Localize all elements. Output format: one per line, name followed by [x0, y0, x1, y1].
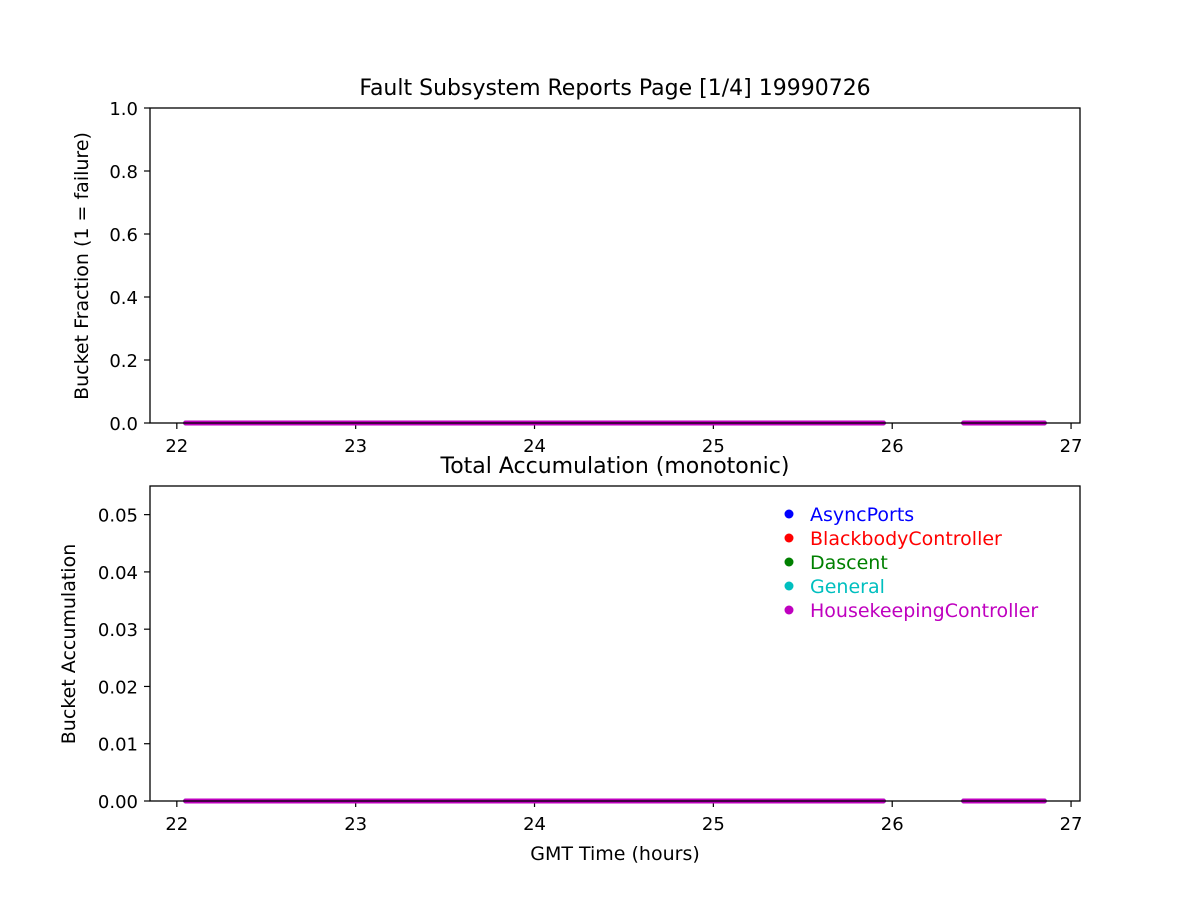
accumulation-legend-label: General — [810, 576, 885, 598]
fraction-x-tick-label: 25 — [702, 436, 725, 457]
accumulation-legend-marker — [784, 533, 794, 543]
accumulation-y-tick-label: 0.05 — [98, 506, 138, 527]
fraction-x-tick-label: 23 — [344, 436, 367, 457]
fraction-y-tick-label: 0.2 — [109, 351, 138, 372]
accumulation-x-tick-label: 25 — [702, 814, 725, 835]
accumulation-legend-label: Dascent — [810, 552, 888, 574]
accumulation-y-tick-label: 0.00 — [98, 792, 138, 813]
accumulation-x-tick-label: 27 — [1060, 814, 1083, 835]
fraction-x-tick-label: 27 — [1060, 436, 1083, 457]
accumulation-y-tick-label: 0.02 — [98, 677, 138, 698]
accumulation-y-tick-label: 0.03 — [98, 620, 138, 641]
fraction-y-tick-label: 0.4 — [109, 288, 138, 309]
fraction-y-tick-label: 0.6 — [109, 225, 138, 246]
accumulation-x-ticks: 22 23 24 25 26 27 — [165, 801, 1083, 835]
fraction-x-tick-label: 24 — [523, 436, 546, 457]
accumulation-legend-marker — [784, 557, 794, 567]
accumulation-x-tick-label: 24 — [523, 814, 546, 835]
accumulation-y-tick-label: 0.01 — [98, 735, 138, 756]
accumulation-plot-frame — [149, 485, 1081, 802]
accumulation-legend-marker — [784, 581, 794, 591]
accumulation-y-tick-label: 0.04 — [98, 563, 138, 584]
accumulation-legend-marker — [784, 509, 794, 519]
accumulation-x-tick-label: 26 — [881, 814, 904, 835]
accumulation-panel: Total Accumulation (monotonic) Bucket Ac… — [58, 454, 1083, 865]
fraction-y-axis-label: Bucket Fraction (1 = failure) — [71, 132, 93, 400]
fraction-panel: Fault Subsystem Reports Page [1/4] 19990… — [71, 76, 1083, 457]
accumulation-y-axis-label: Bucket Accumulation — [58, 544, 80, 745]
accumulation-x-axis-label: GMT Time (hours) — [530, 843, 700, 865]
fraction-x-tick-label: 22 — [165, 436, 188, 457]
accumulation-x-tick-label: 22 — [165, 814, 188, 835]
accumulation-legend-marker — [784, 605, 794, 615]
accumulation-y-ticks: 0.00 0.01 0.02 0.03 0.04 0.05 — [98, 506, 150, 813]
accumulation-legend-label: HousekeepingController — [810, 600, 1038, 622]
fraction-y-tick-label: 0.0 — [109, 414, 138, 435]
fraction-x-ticks: 22 23 24 25 26 27 — [165, 423, 1083, 457]
fraction-y-tick-label: 1.0 — [109, 99, 138, 120]
fraction-y-ticks: 0.0 0.2 0.4 0.6 0.8 1.0 — [109, 99, 150, 435]
fraction-panel-title: Fault Subsystem Reports Page [1/4] 19990… — [359, 76, 870, 101]
fraction-y-tick-label: 0.8 — [109, 162, 138, 183]
accumulation-panel-title: Total Accumulation (monotonic) — [440, 454, 790, 479]
fraction-plot-frame — [149, 107, 1081, 424]
fraction-x-tick-label: 26 — [881, 436, 904, 457]
accumulation-legend-label: AsyncPorts — [810, 504, 914, 526]
accumulation-legend: AsyncPortsBlackbodyControllerDascentGene… — [784, 504, 1038, 622]
accumulation-legend-label: BlackbodyController — [810, 528, 1002, 550]
accumulation-x-tick-label: 23 — [344, 814, 367, 835]
